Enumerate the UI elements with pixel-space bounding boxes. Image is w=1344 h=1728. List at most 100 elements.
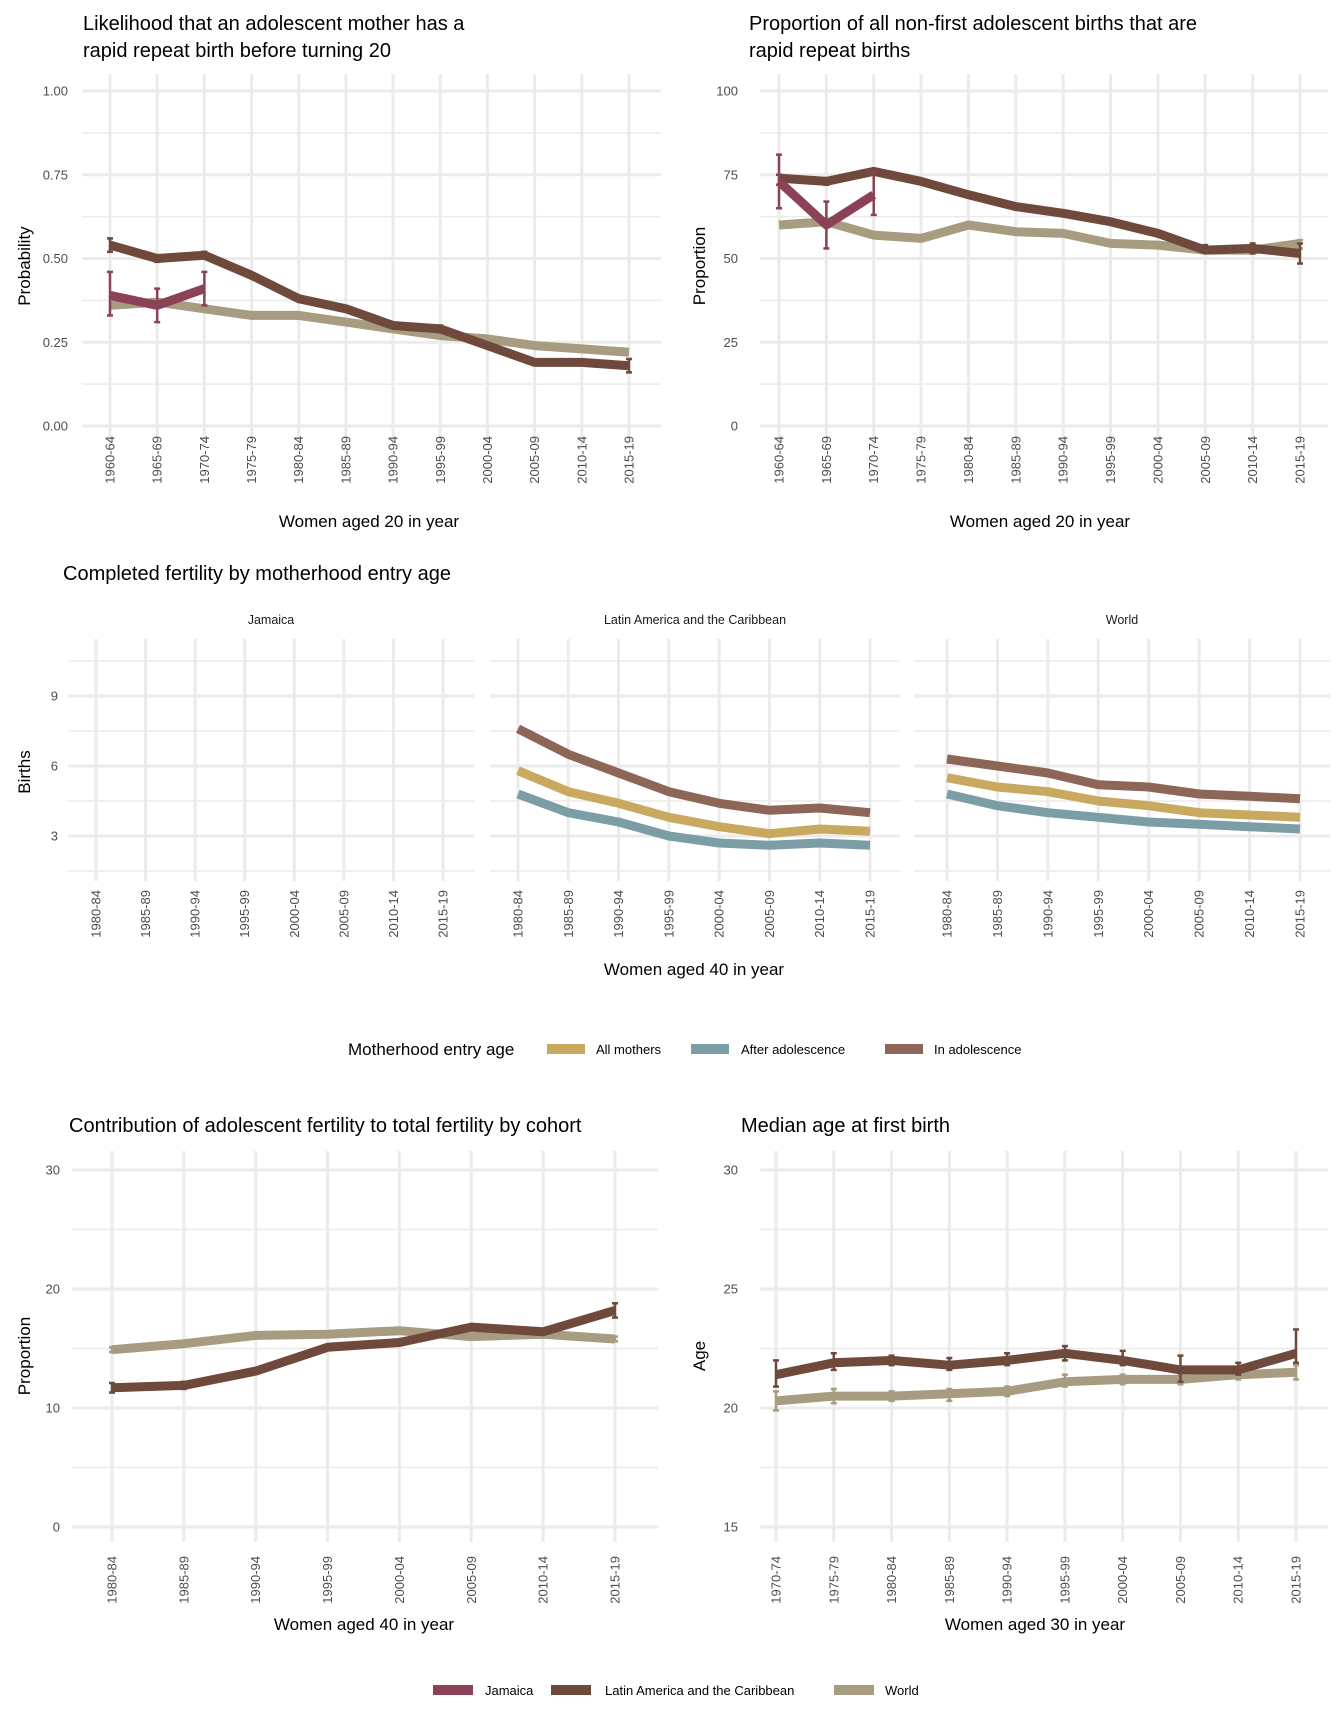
y-tick-label: 0.25 xyxy=(43,335,68,350)
x-tick-label: 1985-89 xyxy=(176,1556,191,1604)
plot-panel: 1960-64 1965-69 1970-74 1975-79 1980-84 1985-… xyxy=(82,74,661,484)
x-tick-label: 1990-94 xyxy=(1040,890,1055,938)
legend-label: In adolescence xyxy=(934,1042,1021,1057)
legend-swatch xyxy=(834,1685,874,1695)
x-tick-label: 2005-09 xyxy=(464,1556,479,1604)
error-bar-latin-america-and-the-caribbean xyxy=(1297,242,1303,265)
x-axis-label: Women aged 40 in year xyxy=(604,960,785,979)
legend-label: World xyxy=(885,1683,919,1698)
x-tick-label: 2010-14 xyxy=(574,436,589,484)
legend-label: Latin America and the Caribbean xyxy=(605,1683,794,1698)
x-tick-label: 2010-14 xyxy=(1242,890,1257,938)
legend-item: Jamaica xyxy=(433,1683,534,1698)
chart-title: Proportion of all non-first adolescent b… xyxy=(749,13,1197,35)
error-bar-jamaica xyxy=(870,170,877,217)
x-tick-label: 2000-04 xyxy=(287,890,302,938)
chart-3: Contribution of adolescent fertility to … xyxy=(15,1115,658,1634)
legend-title: Motherhood entry age xyxy=(348,1040,514,1059)
x-tick-label: 2005-09 xyxy=(1198,436,1213,484)
x-tick-label: 1990-94 xyxy=(386,436,401,484)
x-tick-label: 1970-74 xyxy=(866,436,881,484)
legend-swatch xyxy=(691,1044,729,1054)
error-bar-world xyxy=(773,1390,779,1412)
error-bar-jamaica xyxy=(776,153,782,210)
x-tick-label: 1985-89 xyxy=(338,436,353,484)
y-tick-label: 50 xyxy=(724,251,738,266)
y-tick-label: 20 xyxy=(46,1282,60,1297)
error-bar-world xyxy=(1061,1373,1068,1388)
chart-title: Completed fertility by motherhood entry … xyxy=(63,563,451,585)
legend-swatch xyxy=(551,1685,591,1695)
facet-panel: 1980-84 1985-89 1990-94 1995-99 2000-04 2005-… xyxy=(914,613,1330,938)
x-tick-label: 2005-09 xyxy=(1173,1556,1188,1604)
x-tick-label: 2015-19 xyxy=(1293,890,1308,938)
series-line-after-adolescence xyxy=(516,789,871,850)
x-tick-label: 1995-99 xyxy=(237,890,252,938)
y-tick-label: 25 xyxy=(724,1282,738,1297)
error-bar-latin-america-and-the-caribbean xyxy=(154,253,161,264)
series-line-world xyxy=(775,1367,1297,1406)
error-bar-world xyxy=(888,1390,895,1403)
error-bar-latin-america-and-the-caribbean xyxy=(612,1302,618,1319)
series-line-latin-america-and-the-caribbean xyxy=(775,1348,1298,1380)
x-tick-label: 1960-64 xyxy=(772,436,787,484)
error-bar-latin-america-and-the-caribbean xyxy=(107,237,113,254)
y-tick-label: 0.00 xyxy=(43,419,68,434)
error-bar-latin-america-and-the-caribbean xyxy=(1061,1344,1068,1362)
legend-swatch xyxy=(433,1685,473,1695)
x-tick-label: 2015-19 xyxy=(622,436,637,484)
y-tick-label: 25 xyxy=(724,335,738,350)
x-tick-label: 2010-14 xyxy=(536,1556,551,1604)
chart-2: Completed fertility by motherhood entry … xyxy=(15,563,1330,979)
error-bar-world xyxy=(1119,1373,1126,1386)
error-bar-latin-america-and-the-caribbean xyxy=(437,324,444,334)
x-tick-label: 1995-99 xyxy=(1057,1556,1072,1604)
legend-swatch xyxy=(547,1044,585,1054)
series-line-in-adolescence xyxy=(515,724,871,818)
x-tick-label: 1990-94 xyxy=(188,890,203,938)
facet-panel: 1980-84 1985-89 1990-94 1995-99 2000-04 2005-… xyxy=(490,613,900,938)
chart-0: Likelihood that an adolescent mother has… xyxy=(15,13,661,531)
x-tick-label: 1990-94 xyxy=(248,1556,263,1604)
error-bar-latin-america-and-the-caribbean xyxy=(201,250,208,260)
x-tick-label: 2005-09 xyxy=(762,890,777,938)
x-tick-label: 2010-14 xyxy=(1231,1556,1246,1604)
x-tick-label: 1985-89 xyxy=(1008,436,1023,484)
x-tick-label: 1985-89 xyxy=(990,890,1005,938)
y-axis-label: Proportion xyxy=(690,227,709,305)
error-bar-latin-america-and-the-caribbean xyxy=(180,1380,187,1391)
chart-4: Median age at first birth Age Women aged 3… xyxy=(690,1115,1328,1634)
error-bar-latin-america-and-the-caribbean xyxy=(1004,1352,1011,1367)
facet-strip-label: Latin America and the Caribbean xyxy=(604,613,786,627)
error-bar-latin-america-and-the-caribbean xyxy=(1249,242,1256,255)
x-tick-label: 1980-84 xyxy=(884,1556,899,1604)
y-tick-label: 30 xyxy=(724,1163,738,1178)
chart-title: rapid repeat birth before turning 20 xyxy=(83,40,391,62)
x-tick-label: 1980-84 xyxy=(89,890,104,938)
x-axis-label: Women aged 20 in year xyxy=(950,512,1131,531)
x-tick-label: 1980-84 xyxy=(940,890,955,938)
series-line-in-adolescence xyxy=(946,754,1301,804)
y-axis-label: Probability xyxy=(15,226,34,306)
legend-label: Jamaica xyxy=(485,1683,534,1698)
error-bar-jamaica xyxy=(154,287,161,324)
legend-label: All mothers xyxy=(596,1042,662,1057)
legend-swatch xyxy=(885,1044,923,1054)
error-bar-latin-america-and-the-caribbean xyxy=(888,1354,895,1367)
x-tick-label: 2010-14 xyxy=(812,890,827,938)
error-bar-world xyxy=(1004,1385,1011,1398)
legend-item: All mothers xyxy=(547,1042,662,1057)
x-tick-label: 1990-94 xyxy=(611,890,626,938)
x-tick-label: 1995-99 xyxy=(661,890,676,938)
x-tick-label: 1980-84 xyxy=(961,436,976,484)
series-line-latin-america-and-the-caribbean xyxy=(111,1306,617,1393)
error-bar-world xyxy=(1293,1363,1299,1381)
x-tick-label: 2005-09 xyxy=(336,890,351,938)
x-tick-label: 1995-99 xyxy=(1091,890,1106,938)
x-tick-label: 1990-94 xyxy=(1000,1556,1015,1604)
x-tick-label: 1985-89 xyxy=(138,890,153,938)
error-bar-latin-america-and-the-caribbean xyxy=(823,176,830,187)
y-tick-label: 30 xyxy=(46,1163,60,1178)
y-tick-label: 20 xyxy=(724,1401,738,1416)
